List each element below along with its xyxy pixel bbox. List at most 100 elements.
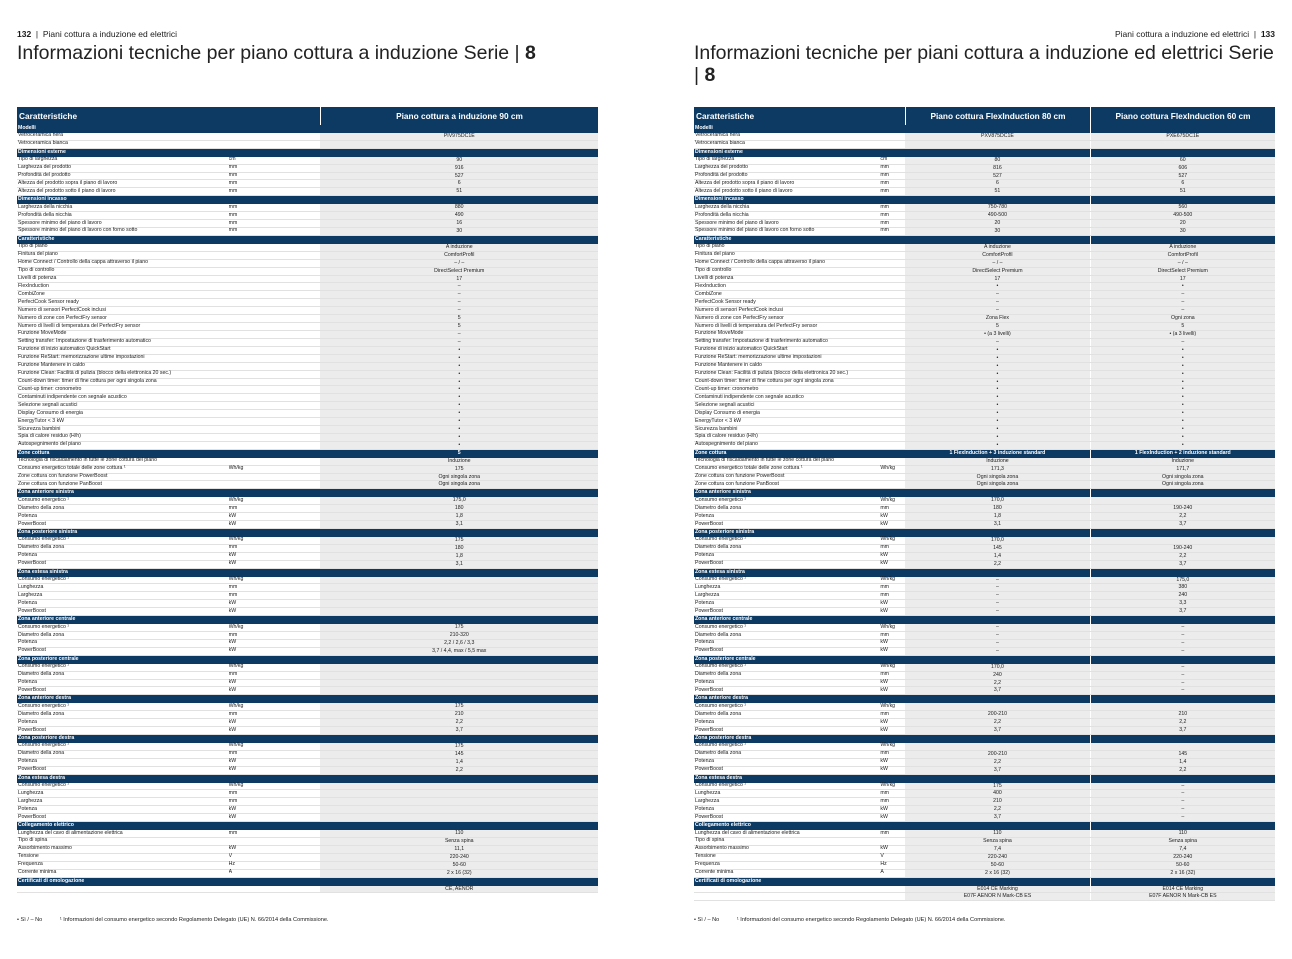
row-label: Consumo energetico totale delle zone cot… (695, 465, 803, 472)
row-label: Potenza (695, 552, 715, 559)
row-value-1: 527 (905, 172, 1090, 180)
row-label: Diametro della zona (695, 631, 742, 638)
row-value-1: 750-780 (905, 204, 1090, 212)
row-value-2: 1 FlexInduction + 2 induzione standard (1089, 449, 1275, 458)
row-value-2 (1089, 822, 1275, 831)
table-row: Funzione Mantenere in caldo • (17, 362, 598, 371)
row-unit: mm (228, 203, 238, 210)
row-label: EnergyTutor < 3 kW (18, 417, 65, 424)
row-unit: kW (880, 758, 888, 765)
running-title: Piani cottura a induzione ed elettrici (1114, 29, 1250, 39)
row-value-1: • (320, 441, 598, 449)
row-value-2: 560 (1089, 204, 1275, 212)
row-value-2: 51 (1089, 188, 1275, 196)
row-label: Larghezza del prodotto (18, 164, 72, 171)
footnote-energy: ¹ Informazioni del consumo energetico se… (59, 917, 329, 923)
row-unit: mm (228, 710, 238, 717)
table-row: FlexInduction • • (694, 283, 1275, 292)
row-unit: mm (228, 583, 238, 590)
table-row: Assorbimento massimo kW 7,4 7,4 (694, 845, 1275, 854)
row-value-2: 171,7 (1089, 465, 1275, 473)
row-value-1: 171,3 (905, 465, 1090, 473)
row-value-2: 20 (1089, 220, 1275, 227)
table-row: Funzione ReStart: memorizzazione ultime … (694, 354, 1275, 363)
row-value-1 (320, 608, 598, 616)
row-value-1: – (905, 291, 1090, 299)
row-value-2: 606 (1089, 164, 1275, 172)
row-value-1 (320, 616, 598, 624)
row-label: Consumo energetico ¹ (18, 536, 70, 543)
row-value-1: 3,7 / 4,4, max / 5,5 max (320, 647, 598, 655)
row-label: PowerBoost (695, 520, 723, 527)
row-value-1 (320, 600, 598, 608)
row-value-1: E07F AENOR N Mark-CB ES (905, 893, 1090, 901)
table-row: PowerBoost kW 3,1 (17, 521, 598, 530)
row-value-1: 880 (320, 204, 598, 212)
row-label: Consumo energetico ¹ (695, 663, 747, 670)
table-row: Spessore minimo del piano di lavoro mm 16 (17, 220, 598, 228)
row-label: Larghezza (695, 797, 720, 804)
row-label: Lunghezza (18, 789, 44, 796)
row-label: Zone cottura con funzione PowerBoost (18, 473, 108, 480)
table-row: Consumo energetico totale delle zone cot… (17, 465, 598, 474)
row-value-1 (320, 687, 598, 695)
section-header-row: Zona anteriore centrale (694, 616, 1275, 625)
section-header-row: Dimensioni esterne (17, 148, 598, 157)
row-label: PowerBoost (18, 813, 46, 820)
row-unit: Wh/kg (880, 465, 896, 472)
row-unit: Wh/kg (228, 496, 244, 503)
row-value-1: 210 (320, 711, 598, 719)
row-value-1: 170,0 (905, 663, 1090, 671)
row-label: Setting transfer: Impostazione di trasfe… (18, 338, 151, 345)
row-value-1: 80 (905, 156, 1090, 164)
left-page: 132 | Piani cottura a induzione ed elett… (17, 0, 598, 959)
row-unit: V (880, 853, 884, 860)
row-value-1: 240 (905, 671, 1090, 679)
running-header-left: 132 | Piani cottura a induzione ed elett… (17, 29, 178, 39)
section-header-row: Zona posteriore destra (694, 734, 1275, 743)
table-row: Larghezza della nicchia mm 750-780 560 (694, 204, 1275, 213)
row-value-1: • (320, 418, 598, 426)
row-label: Larghezza (18, 797, 43, 804)
row-value-2 (1089, 695, 1275, 704)
row-unit: mm (228, 187, 238, 194)
row-label: Tipo di spina (18, 837, 48, 844)
header-product-2: Piano cottura FlexInduction 60 cm (1090, 107, 1275, 125)
table-row: Potenza kW 1,8 2,2 (694, 513, 1275, 522)
row-label: Collegamento elettrico (18, 822, 74, 829)
row-unit: kW (880, 845, 888, 852)
row-value-1 (320, 671, 598, 679)
row-value-1: 5 (457, 449, 461, 456)
row-value-1: 30 (905, 227, 1090, 235)
row-value-1: Zona Flex (905, 315, 1090, 323)
row-value-1: • (905, 426, 1090, 433)
row-label: Zone cottura con funzione PanBoost (18, 480, 102, 487)
row-value-2 (1089, 616, 1275, 625)
row-unit: kW (880, 552, 888, 559)
row-value-2: 17 (1089, 275, 1275, 283)
table-row: PowerBoost kW 3,1 3,7 (694, 520, 1275, 530)
table-row: PerfectCook Sensor ready – – (694, 299, 1275, 308)
table-row: Consumo energetico ¹ Wh/kg –175,0 (694, 576, 1275, 585)
row-value-2: – (1089, 663, 1275, 671)
row-unit: Wh/kg (880, 742, 896, 749)
row-value-1 (905, 735, 1089, 743)
row-label: Zone cottura con funzione PowerBoost (695, 473, 785, 480)
row-value-1: 490-500 (905, 212, 1090, 220)
table-row: Consumo energetico ¹ Wh/kg (17, 782, 598, 791)
row-value-1: 1,8 (320, 513, 598, 521)
row-label: Potenza (18, 512, 38, 519)
row-value-1: 3,1 (905, 521, 1090, 529)
row-value-1: PXV875DC1E (905, 132, 1090, 140)
row-unit: kW (880, 599, 888, 606)
table-row: Count-up timer: cronometro • (17, 386, 598, 395)
row-value-1 (320, 814, 598, 822)
row-value-1: 3,7 (905, 687, 1090, 695)
section-header-row: Certificati di omologazione (694, 877, 1275, 886)
row-value-1: 30 (320, 227, 598, 235)
row-label: Consumo energetico ¹ (18, 742, 70, 749)
table-row: Consumo energetico ¹ Wh/kg 175 (17, 624, 598, 632)
row-value-1: 400 (905, 790, 1090, 798)
row-label: Diametro della zona (695, 544, 742, 551)
row-value-2 (1089, 140, 1275, 148)
